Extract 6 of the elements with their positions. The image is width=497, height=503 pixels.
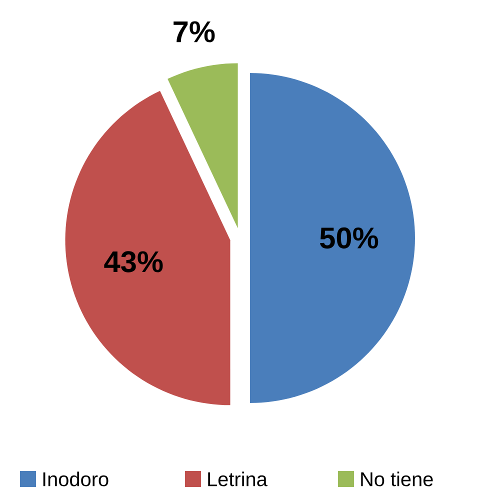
data-label: 50% (320, 227, 378, 249)
legend-label: Inodoro (43, 472, 108, 486)
legend-label: Letrina (208, 472, 268, 486)
data-label: 7% (174, 21, 215, 42)
data-label: 43% (104, 251, 163, 272)
legend-label: No tiene (361, 472, 433, 486)
